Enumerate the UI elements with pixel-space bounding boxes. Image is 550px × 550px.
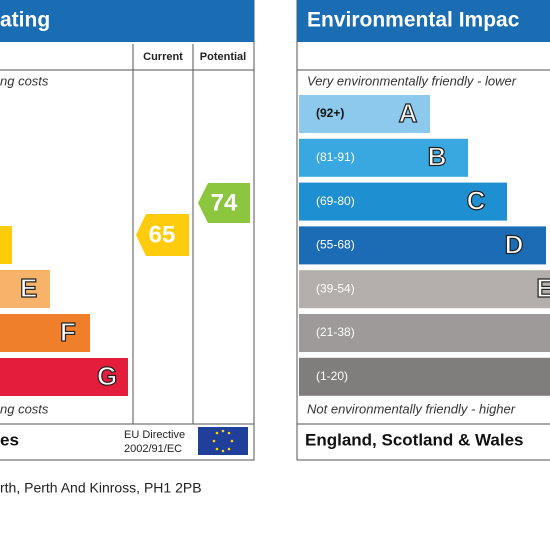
footer: England, Scotland & Wales: [305, 430, 524, 449]
band: [299, 357, 550, 396]
top-note: ng costs: [0, 73, 49, 88]
band: [299, 182, 507, 221]
bottom-note: Not environmentally friendly - higher: [307, 401, 516, 416]
band-letter: G: [97, 361, 117, 391]
potential-rating: 74: [211, 189, 238, 216]
band-range: (55-68): [316, 238, 355, 252]
band: [299, 226, 546, 265]
band-range: (39-54): [316, 281, 355, 295]
eu-stars: [212, 429, 234, 453]
band-range: (1-20): [316, 369, 348, 383]
column-header: Potential: [200, 51, 246, 63]
address: rth, Perth And Kinross, PH1 2PB: [0, 480, 202, 496]
band-g: [0, 358, 128, 396]
energy-title: ating: [0, 9, 50, 32]
band-letter: E: [20, 273, 37, 303]
band-letter: A: [399, 98, 418, 128]
band: [299, 138, 468, 177]
footer: es: [0, 430, 19, 449]
band-range: (69-80): [316, 194, 355, 208]
band-range: (21-38): [316, 325, 355, 339]
band-d: [0, 226, 12, 264]
column-header: Current: [143, 51, 183, 63]
band-range: (81-91): [316, 150, 355, 164]
band-letter: B: [428, 142, 447, 172]
band: [299, 314, 550, 352]
band-e: [0, 270, 50, 308]
current-arrow: [136, 214, 189, 256]
current-rating: 65: [149, 221, 176, 248]
bottom-note: ng costs: [0, 401, 49, 416]
band-f: [0, 314, 90, 352]
top-note: Very environmentally friendly - lower: [307, 73, 517, 88]
band-letter: E: [536, 273, 550, 303]
band-letter: F: [60, 317, 76, 347]
band: [299, 95, 430, 133]
environment-title: Environmental Impac: [307, 9, 520, 32]
energy-header: [0, 0, 254, 42]
environment-bands: (92+) A (81-91) B (69-80) C (55-68) D (39-54) E (2…: [299, 95, 550, 396]
band-letter: C: [467, 185, 486, 215]
band: [299, 270, 550, 309]
band-letter: D: [505, 229, 524, 259]
potential-arrow: [198, 183, 250, 223]
directive: EU Directive: [124, 429, 185, 441]
directive: 2002/91/EC: [124, 443, 182, 455]
band-range: (92+): [316, 106, 344, 120]
environment-header: [297, 0, 550, 42]
